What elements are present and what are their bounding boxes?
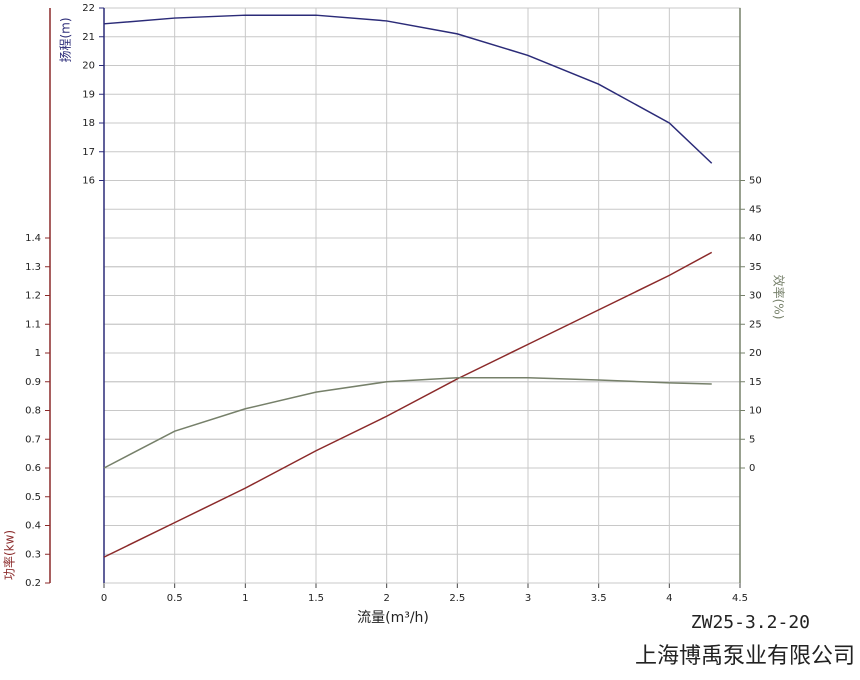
y-tick-label: 18 [82,118,95,129]
y-tick-label: 35 [749,262,762,273]
y-tick-label: 1.1 [25,319,41,330]
y-tick-label: 1.2 [25,291,41,302]
y-tick-label: 0 [749,463,755,474]
y-tick-label: 1.3 [25,262,41,273]
y-tick-label: 45 [749,204,762,215]
y-tick-label: 50 [749,176,762,187]
x-tick-label: 1 [242,593,248,604]
y-tick-label: 30 [749,291,762,302]
y-axis-label: 功率(kw) [2,530,17,580]
x-tick-label: 1.5 [308,593,324,604]
x-tick-label: 4.5 [732,593,748,604]
y-tick-label: 1.4 [25,233,41,244]
y-tick-label: 0.5 [25,492,41,503]
series-line [103,251,713,558]
x-tick-label: 3.5 [591,593,607,604]
y-tick-label: 15 [749,377,762,388]
y-tick-label: 20 [749,348,762,359]
x-tick-label: 3 [525,593,531,604]
model-label: ZW25-3.2-20 [691,612,810,633]
y-tick-label: 17 [82,147,95,158]
x-tick-label: 0 [101,593,107,604]
y-tick-label: 21 [82,32,95,43]
y-tick-label: 19 [82,89,95,100]
y-tick-label: 5 [749,434,755,445]
y-tick-label: 16 [82,176,95,187]
y-tick-label: 0.7 [25,434,41,445]
x-tick-label: 2 [383,593,389,604]
y-tick-label: 25 [749,319,762,330]
y-tick-label: 10 [749,406,762,417]
y-axis-label: 效率(%) [772,275,787,320]
x-tick-label: 4 [666,593,672,604]
series-line [103,14,713,164]
y-tick-label: 0.6 [25,463,41,474]
series-line [103,376,712,469]
x-tick-label: 2.5 [449,593,465,604]
y-tick-label: 22 [82,3,95,14]
company-label: 上海博禹泵业有限公司 [635,644,855,669]
x-axis-label: 流量(m³/h) [357,610,429,626]
y-tick-label: 0.8 [25,406,41,417]
y-tick-label: 1 [35,348,41,359]
y-tick-label: 0.9 [25,377,41,388]
y-tick-label: 40 [749,233,762,244]
x-tick-label: 0.5 [167,593,183,604]
y-tick-label: 0.2 [25,578,41,589]
y-tick-label: 0.4 [25,521,41,532]
y-tick-label: 20 [82,61,95,72]
y-tick-label: 0.3 [25,549,41,560]
y-axis-label: 扬程(m) [58,17,73,62]
